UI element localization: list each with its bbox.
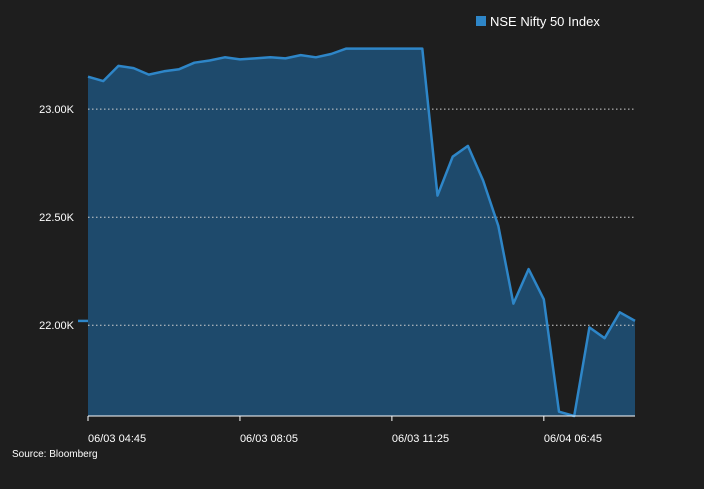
x-tick-label: 06/03 11:25 [392,433,449,445]
x-tick-label: 06/03 08:05 [240,433,298,445]
y-tick-label: 23.00K [39,104,75,116]
source-note: Source: Bloomberg [12,449,98,460]
legend-swatch [476,16,486,26]
series-area-fill [88,48,635,416]
x-tick-label: 06/04 06:45 [544,433,602,445]
legend: NSE Nifty 50 Index [476,14,600,29]
axes: 22.00K 22.50K 23.00K 06/03 04:45 06/03 08:05… [39,104,635,445]
series-area [88,48,635,416]
y-tick-label: 22.00K [39,320,75,332]
gridlines [88,108,635,326]
legend-label: NSE Nifty 50 Index [490,14,600,29]
series-line [87,47,636,418]
y-tick-label: 22.50K [39,212,75,224]
x-tick-label: 06/03 04:45 [88,433,146,445]
